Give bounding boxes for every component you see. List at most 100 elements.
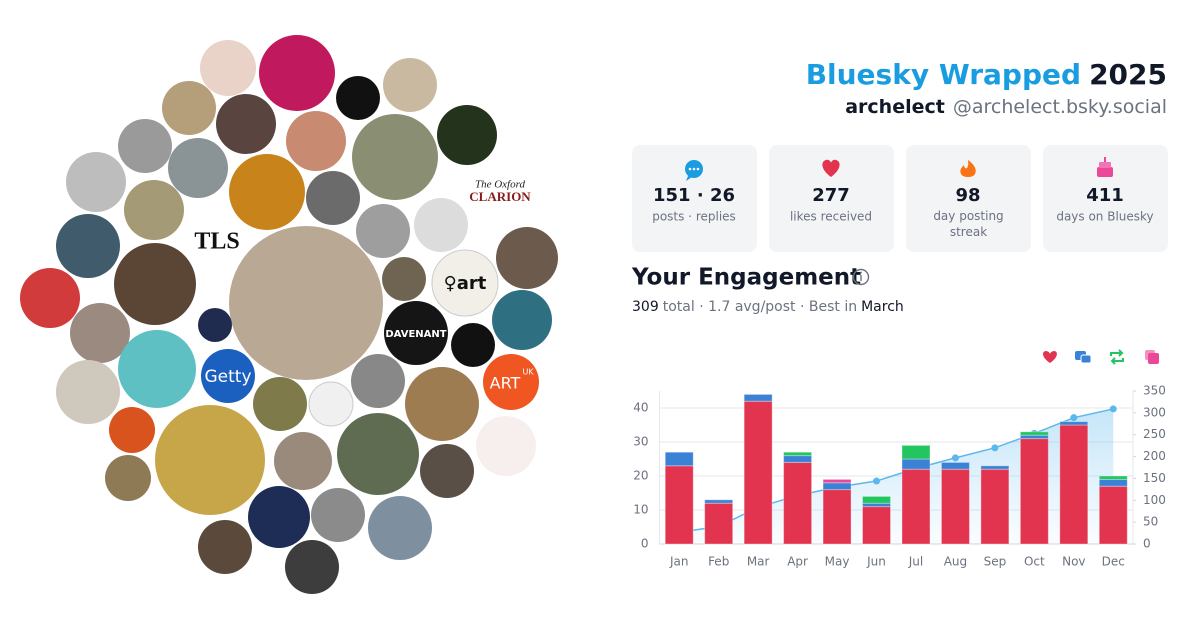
y-tick-label: 10 bbox=[633, 503, 648, 517]
x-tick-label: Sep bbox=[984, 555, 1007, 569]
y-tick-label: 40 bbox=[633, 401, 648, 415]
avatar bbox=[414, 198, 468, 252]
stat-label: posts · replies bbox=[652, 210, 736, 224]
avatar bbox=[70, 303, 130, 363]
bar-segment bbox=[664, 451, 694, 467]
legend-icon[interactable] bbox=[1110, 349, 1124, 365]
bar-segment bbox=[1059, 421, 1089, 426]
icon-streak bbox=[960, 160, 976, 177]
x-tick-label: Jul bbox=[908, 555, 923, 569]
y2-tick-label: 100 bbox=[1143, 493, 1166, 507]
info-icon[interactable] bbox=[852, 268, 870, 286]
x-tick-label: Jun bbox=[866, 555, 886, 569]
y2-tick-label: 150 bbox=[1143, 471, 1166, 485]
line-point bbox=[1070, 414, 1078, 422]
stat-label: likes received bbox=[790, 210, 872, 224]
bar-segment bbox=[901, 444, 931, 460]
bar-segment bbox=[862, 495, 892, 504]
avatar bbox=[356, 204, 410, 258]
bar-segment bbox=[783, 461, 813, 545]
avatar bbox=[168, 138, 228, 198]
stat-value: 151 · 26 bbox=[653, 185, 735, 206]
avatar-text: CLARION bbox=[469, 189, 531, 204]
avatar bbox=[124, 180, 184, 240]
avatar bbox=[114, 243, 196, 325]
avatar bbox=[259, 35, 335, 111]
y-tick-label: 30 bbox=[633, 435, 648, 449]
bar-segment bbox=[1019, 434, 1049, 440]
avatar bbox=[285, 540, 339, 594]
avatar bbox=[336, 76, 380, 120]
stat-label: day posting streak bbox=[933, 209, 1004, 239]
avatar bbox=[118, 330, 196, 408]
stat-card bbox=[906, 145, 1031, 252]
avatar bbox=[351, 354, 405, 408]
title-brand: Bluesky Wrapped bbox=[806, 58, 1081, 91]
avatar-text: ART bbox=[490, 374, 521, 393]
avatar bbox=[20, 268, 80, 328]
line-point bbox=[873, 477, 881, 485]
avatar bbox=[337, 413, 419, 495]
avatar-text: ♀art bbox=[444, 273, 487, 294]
avatar bbox=[437, 105, 497, 165]
x-tick-label: Aug bbox=[944, 555, 967, 569]
bar-segment bbox=[783, 455, 813, 463]
stat-card bbox=[769, 145, 894, 252]
bar-segment bbox=[743, 393, 773, 402]
avatar bbox=[229, 226, 383, 380]
bar-segment bbox=[664, 465, 694, 545]
user-line: archelect @archelect.bsky.social bbox=[845, 96, 1167, 118]
avatar-text: Getty bbox=[204, 367, 251, 387]
bar-segment bbox=[1059, 424, 1089, 545]
stat-value: 277 bbox=[812, 185, 850, 206]
engagement-chart: 0 10 20 30 40 0 50 100 150 200 250 300 350 Jan Feb Mar A… bbox=[633, 349, 1166, 569]
bar-segment bbox=[940, 461, 970, 470]
x-tick-label: Apr bbox=[787, 555, 808, 569]
bar-segment bbox=[1098, 475, 1128, 480]
legend-icon[interactable] bbox=[1043, 351, 1057, 363]
avatar bbox=[420, 444, 474, 498]
bar-segment bbox=[704, 502, 734, 545]
bar-segment bbox=[822, 478, 852, 484]
line-point bbox=[1109, 405, 1117, 413]
bar-segment bbox=[901, 458, 931, 470]
legend-icon[interactable] bbox=[1145, 350, 1159, 364]
summary: total · 1.7 avg/post · Best in bbox=[663, 299, 857, 315]
x-tick-label: Feb bbox=[708, 555, 729, 569]
legend-reply bbox=[1080, 354, 1092, 364]
x-tick-label: May bbox=[825, 555, 850, 569]
bar-segment bbox=[1019, 438, 1049, 545]
avatar bbox=[306, 171, 360, 225]
avatar bbox=[216, 94, 276, 154]
display-name: archelect bbox=[845, 96, 945, 118]
avatar bbox=[308, 381, 354, 427]
x-tick-label: Nov bbox=[1062, 555, 1085, 569]
icon-likes bbox=[822, 159, 840, 177]
legend-repost bbox=[1110, 349, 1124, 365]
avatar bbox=[66, 152, 126, 212]
avatar bbox=[109, 407, 155, 453]
stat-label-box: day posting streak bbox=[933, 209, 1004, 239]
avatar bbox=[105, 455, 151, 501]
avatar bbox=[229, 154, 305, 230]
engagement-summary: 309 total · 1.7 avg/post · Best in March bbox=[632, 299, 904, 315]
avatar bbox=[496, 227, 558, 289]
avatar bbox=[382, 257, 426, 301]
bar-segment bbox=[901, 468, 931, 545]
avatar-text: UK bbox=[522, 368, 534, 377]
avatar bbox=[253, 377, 307, 431]
handle: @archelect.bsky.social bbox=[953, 96, 1167, 118]
x-tick-label: Mar bbox=[747, 555, 770, 569]
bar-segment bbox=[862, 506, 892, 545]
y2-tick-label: 300 bbox=[1143, 405, 1166, 419]
bar-segment bbox=[980, 468, 1010, 545]
stat-value: 411 bbox=[1086, 185, 1124, 206]
stat-card bbox=[632, 145, 757, 252]
bar-segment bbox=[1098, 485, 1128, 545]
stat-card bbox=[1043, 145, 1168, 252]
avatar bbox=[311, 488, 365, 542]
legend-icon[interactable] bbox=[1075, 351, 1092, 364]
avatar bbox=[405, 367, 479, 441]
avatar bbox=[155, 405, 265, 515]
